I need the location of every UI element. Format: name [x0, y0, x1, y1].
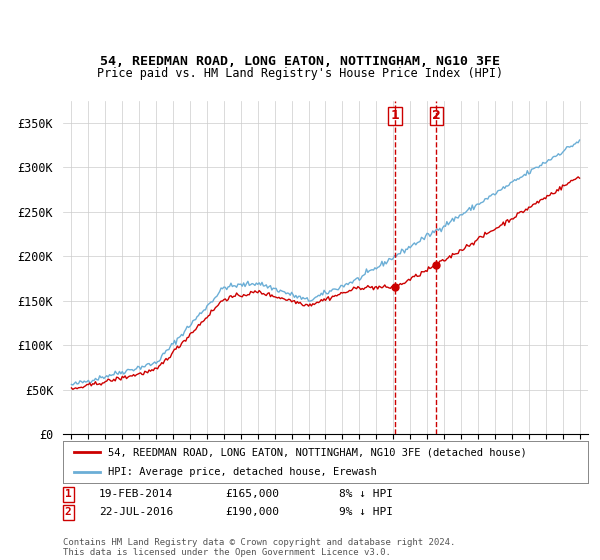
Text: 19-FEB-2014: 19-FEB-2014 — [99, 489, 173, 500]
Text: 9% ↓ HPI: 9% ↓ HPI — [339, 507, 393, 517]
Text: 8% ↓ HPI: 8% ↓ HPI — [339, 489, 393, 500]
Text: Contains HM Land Registry data © Crown copyright and database right 2024.
This d: Contains HM Land Registry data © Crown c… — [63, 538, 455, 557]
Text: £165,000: £165,000 — [225, 489, 279, 500]
Text: 54, REEDMAN ROAD, LONG EATON, NOTTINGHAM, NG10 3FE (detached house): 54, REEDMAN ROAD, LONG EATON, NOTTINGHAM… — [107, 447, 526, 457]
Text: 54, REEDMAN ROAD, LONG EATON, NOTTINGHAM, NG10 3FE: 54, REEDMAN ROAD, LONG EATON, NOTTINGHAM… — [100, 55, 500, 68]
Text: 1: 1 — [391, 109, 400, 122]
Text: 22-JUL-2016: 22-JUL-2016 — [99, 507, 173, 517]
Text: HPI: Average price, detached house, Erewash: HPI: Average price, detached house, Erew… — [107, 467, 376, 477]
Text: 2: 2 — [432, 109, 441, 122]
Text: 2: 2 — [65, 507, 71, 517]
Text: Price paid vs. HM Land Registry's House Price Index (HPI): Price paid vs. HM Land Registry's House … — [97, 67, 503, 80]
Text: 1: 1 — [65, 489, 71, 500]
Text: £190,000: £190,000 — [225, 507, 279, 517]
